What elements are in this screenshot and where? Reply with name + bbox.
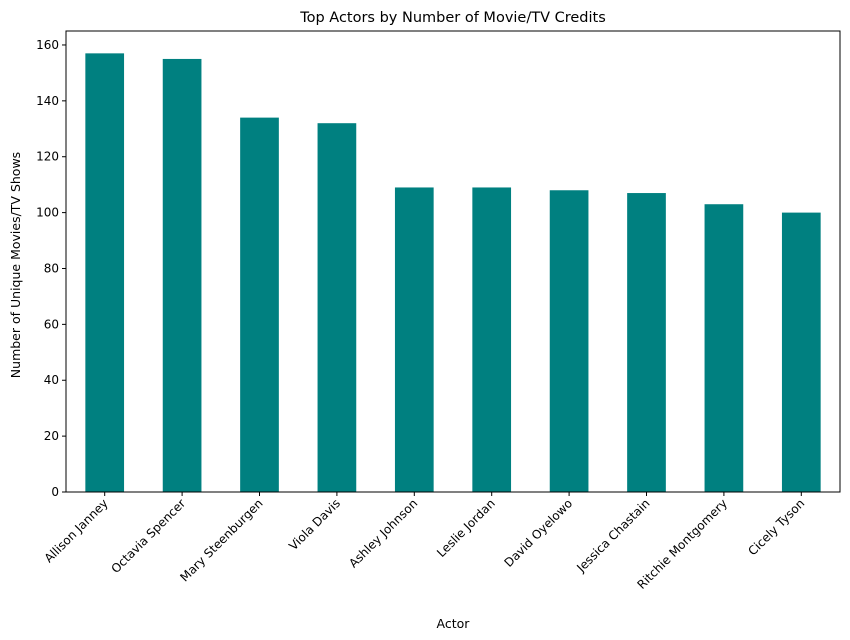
y-axis-ticks: 0 20 40 60 80 100 120 140 160 [36, 38, 66, 499]
bar-octavia-spencer [163, 59, 202, 492]
bar-ashley-johnson [395, 187, 434, 492]
x-tick-label: Jessica Chastain [573, 496, 652, 575]
bar-allison-janney [85, 53, 124, 492]
x-tick-label: Mary Steenburgen [177, 496, 265, 584]
x-tick-label: David Oyelowo [502, 496, 576, 570]
y-tick-label: 120 [36, 150, 59, 164]
x-tick-label: Ashley Johnson [346, 496, 420, 570]
y-tick-label: 60 [44, 317, 59, 331]
y-tick-label: 140 [36, 94, 59, 108]
bar-cicely-tyson [782, 213, 821, 492]
x-tick-label: Allison Janney [42, 496, 111, 565]
bar-david-oyelowo [550, 190, 589, 492]
x-tick-label: Cicely Tyson [745, 496, 807, 558]
x-tick-label: Ritchie Montgomery [634, 496, 730, 592]
y-tick-label: 40 [44, 373, 59, 387]
y-axis-label: Number of Unique Movies/TV Shows [8, 152, 23, 378]
bar-ritchie-montgomery [705, 204, 744, 492]
bar-leslie-jordan [472, 187, 511, 492]
y-tick-label: 20 [44, 429, 59, 443]
bar-jessica-chastain [627, 193, 666, 492]
x-tick-label: Viola Davis [286, 496, 343, 553]
bars-layer [85, 53, 820, 492]
y-tick-label: 100 [36, 206, 59, 220]
y-tick-label: 80 [44, 261, 59, 275]
x-axis-label: Actor [437, 616, 471, 631]
x-tick-label: Leslie Jordan [434, 496, 498, 560]
bar-viola-davis [318, 123, 357, 492]
y-tick-label: 0 [51, 485, 59, 499]
x-tick-label: Octavia Spencer [108, 496, 188, 576]
chart-title: Top Actors by Number of Movie/TV Credits [299, 10, 606, 26]
y-tick-label: 160 [36, 38, 59, 52]
bar-mary-steenburgen [240, 118, 279, 492]
